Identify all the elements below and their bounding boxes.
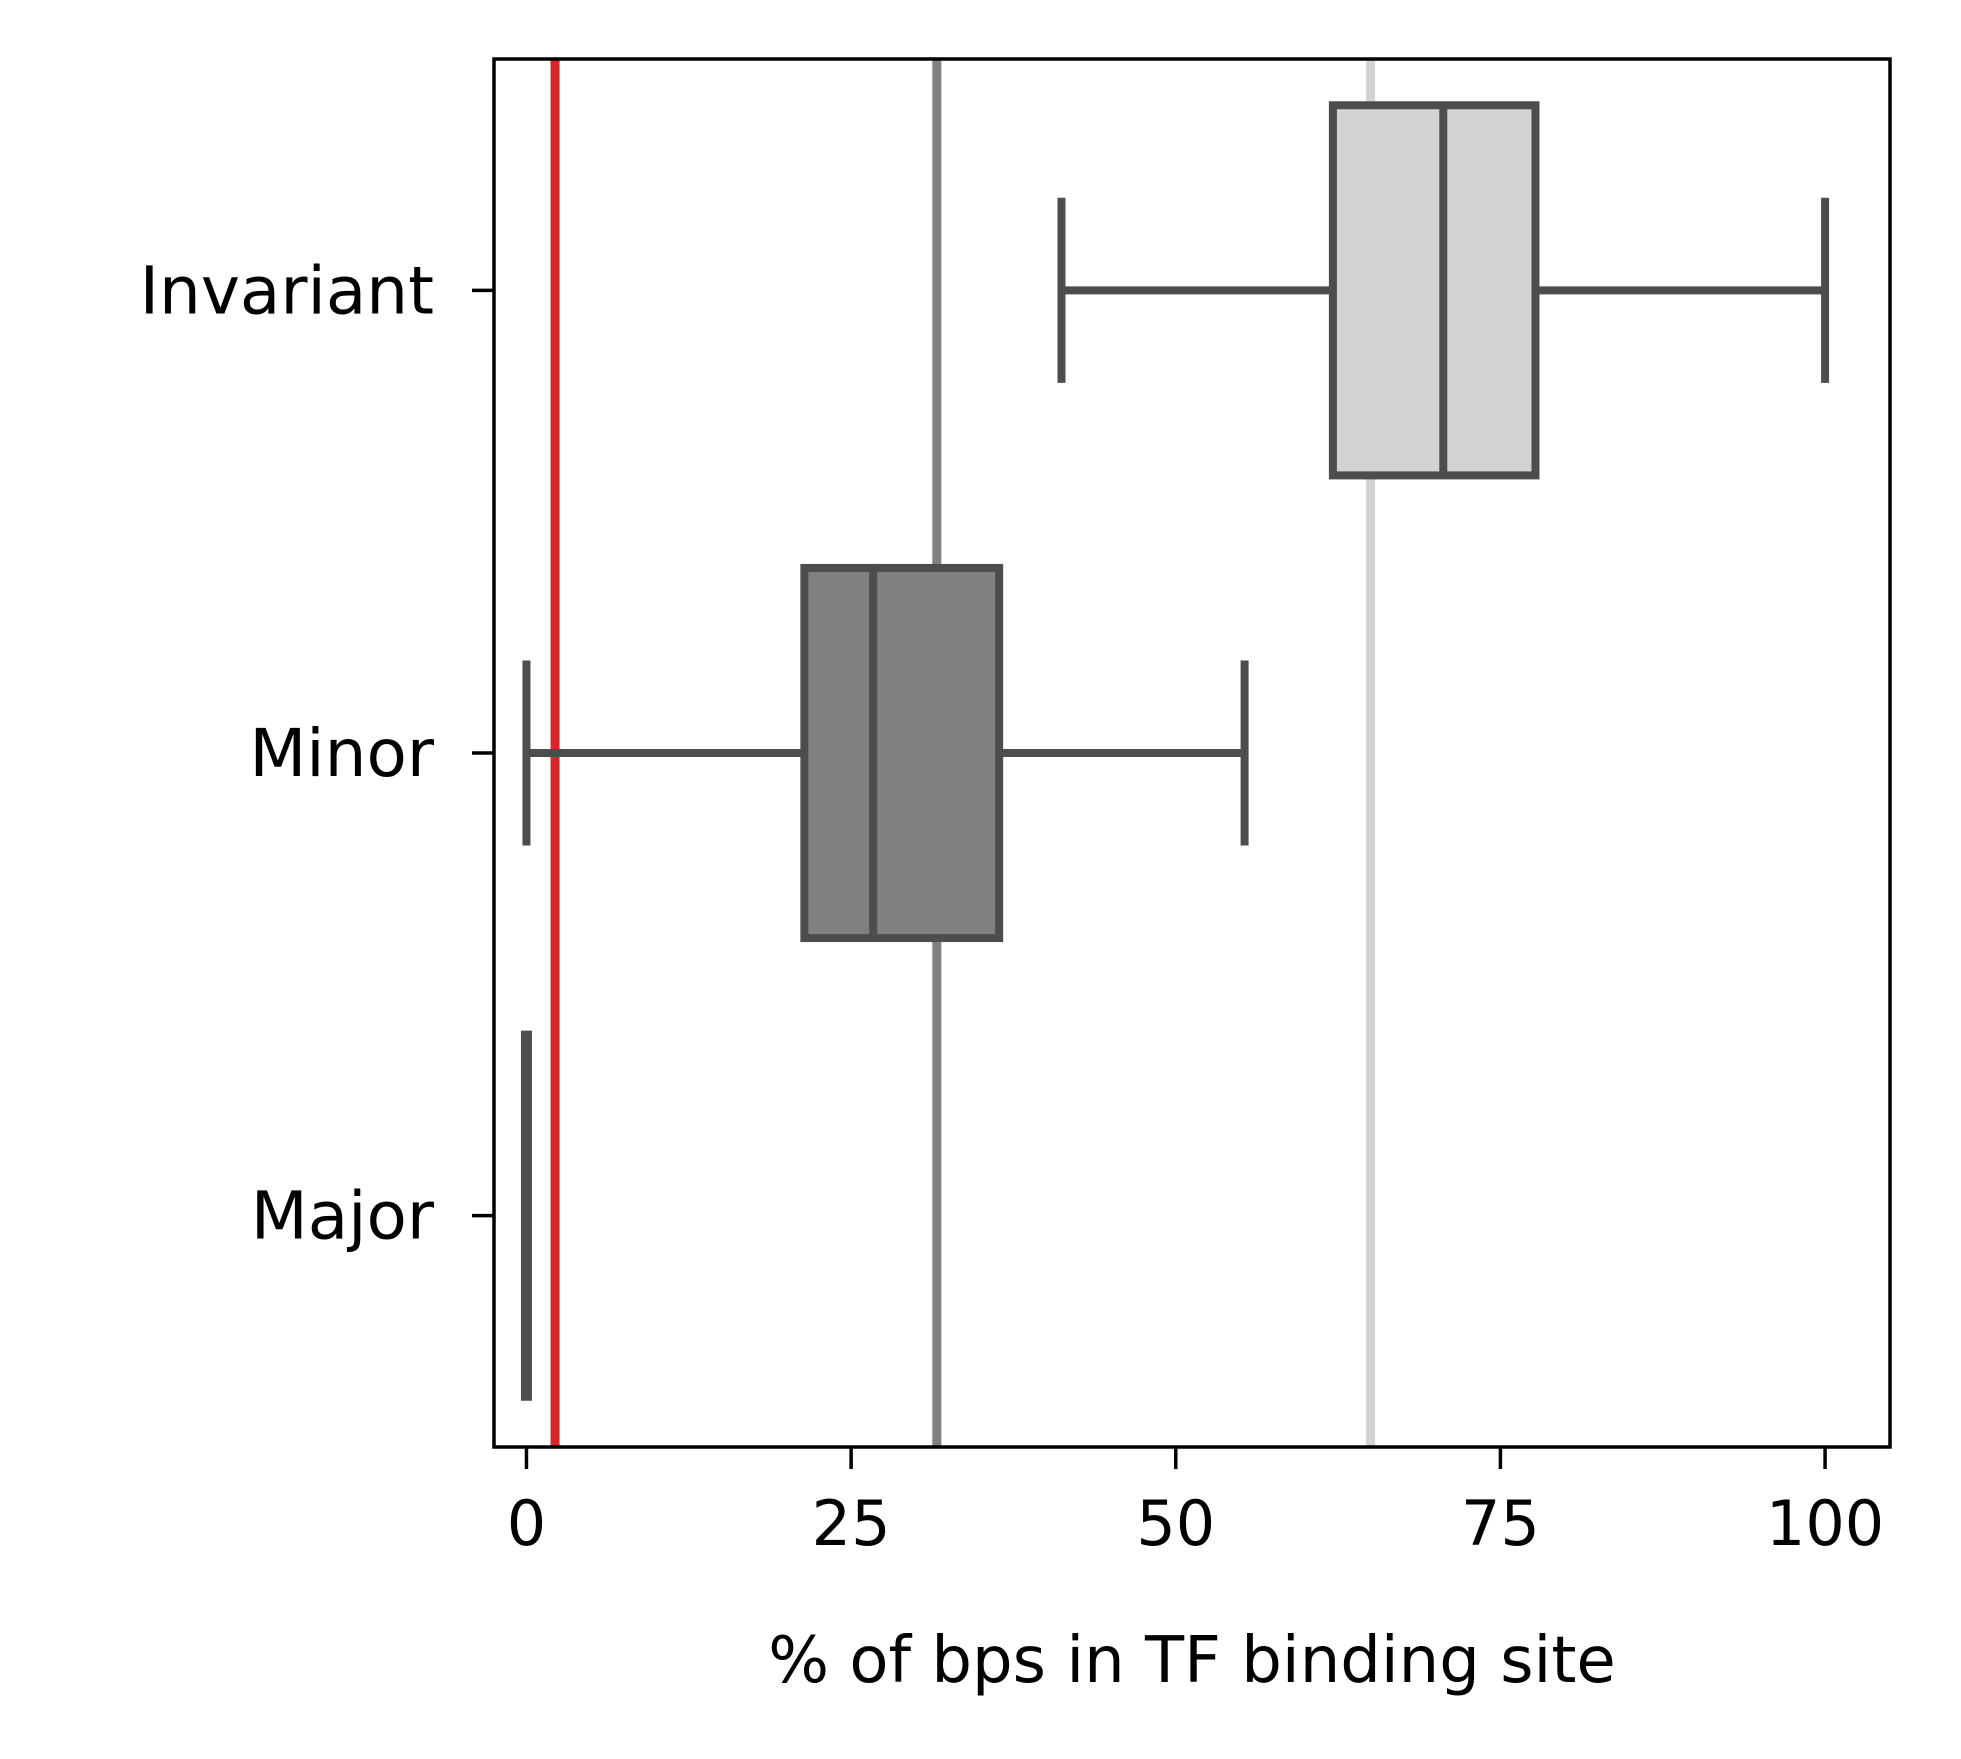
x-tick-label-75: 75 [1461,1487,1540,1560]
x-axis-label: % of bps in TF binding site [768,1624,1616,1698]
x-axis: 0 25 50 75 100 [507,1447,1884,1560]
x-tick-label-50: 50 [1136,1487,1215,1560]
iqr-box-minor [800,563,1004,943]
box-invariant [1057,101,1830,480]
y-tick-label-invariant: Invariant [140,252,434,329]
box-minor [522,563,1249,943]
iqr-box-invariant [1328,101,1540,480]
x-tick-label-100: 100 [1766,1487,1884,1560]
x-tick-label-25: 25 [812,1487,891,1560]
y-tick-label-major: Major [251,1178,435,1255]
y-axis: Invariant Minor Major [140,252,494,1255]
x-tick-label-0: 0 [507,1487,546,1560]
y-tick-label-minor: Minor [249,715,434,792]
boxes [520,101,1830,1401]
